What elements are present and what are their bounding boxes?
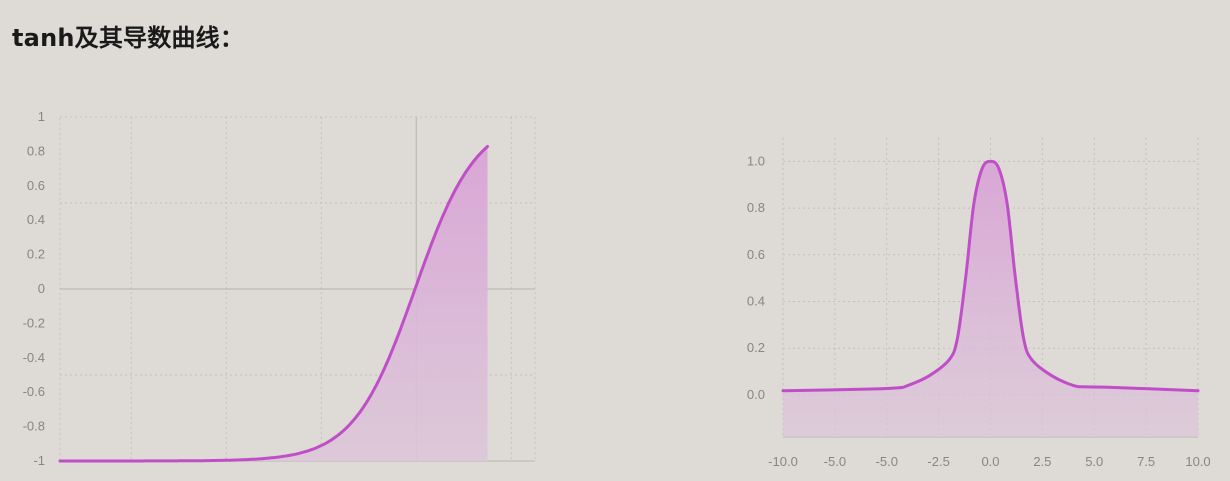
tanh-y-tick-label: 0.4 (27, 212, 45, 227)
derivative-x-tick-label: 5.0 (1085, 454, 1103, 469)
derivative-x-tick-label: 7.5 (1137, 454, 1155, 469)
derivative-y-tick-label: 0.2 (747, 340, 765, 355)
derivative-x-tick-label: -5.0 (876, 454, 898, 469)
derivative-area (783, 161, 1198, 437)
derivative-y-tick-label: 0.4 (747, 294, 765, 309)
tanh-curve (58, 145, 489, 463)
tanh-y-tick-label: 1 (38, 109, 45, 124)
derivative-y-tick-label: 0.6 (747, 247, 765, 262)
tanh-y-tick-label: -1 (33, 453, 45, 468)
tanh-chart: 1 0.8 0.6 0.4 0.2 0 -0.2 -0.4 -0.6 -0.8 -1 (23, 109, 536, 468)
derivative-x-tick-label: -5.0 (824, 454, 846, 469)
derivative-curve (781, 159, 1200, 393)
tanh-y-tick-label: -0.6 (23, 384, 45, 399)
derivative-x-tick-label: -2.5 (927, 454, 949, 469)
tanh-y-tick-label: -0.8 (23, 419, 45, 434)
derivative-x-tick-label: 10.0 (1185, 454, 1210, 469)
derivative-y-tick-label: 1.0 (747, 153, 765, 168)
derivative-x-tick-label: 2.5 (1033, 454, 1051, 469)
tanh-y-tick-label: -0.4 (23, 350, 45, 365)
derivative-y-tick-label: 0.8 (747, 200, 765, 215)
tanh-area (60, 146, 488, 461)
tanh-y-tick-label: 0.6 (27, 178, 45, 193)
derivative-y-tick-label: 0.0 (747, 387, 765, 402)
page-heading: tanh及其导数曲线： (12, 24, 245, 52)
tanh-y-tick-label: 0.2 (27, 247, 45, 262)
derivative-y-ticks: 1.0 0.8 0.6 0.4 0.2 0.0 (747, 153, 765, 402)
derivative-x-ticks: -10.0 -5.0 -5.0 -2.5 0.0 2.5 5.0 7.5 10.0 (768, 454, 1210, 469)
tanh-y-tick-label: 0.8 (27, 143, 45, 158)
tanh-y-tick-label: -0.2 (23, 315, 45, 330)
derivative-x-tick-label: 0.0 (981, 454, 999, 469)
tanh-y-tick-label: 0 (38, 281, 45, 296)
tanh-y-ticks: 1 0.8 0.6 0.4 0.2 0 -0.2 -0.4 -0.6 -0.8 -1 (23, 109, 45, 468)
derivative-x-tick-label: -10.0 (768, 454, 798, 469)
